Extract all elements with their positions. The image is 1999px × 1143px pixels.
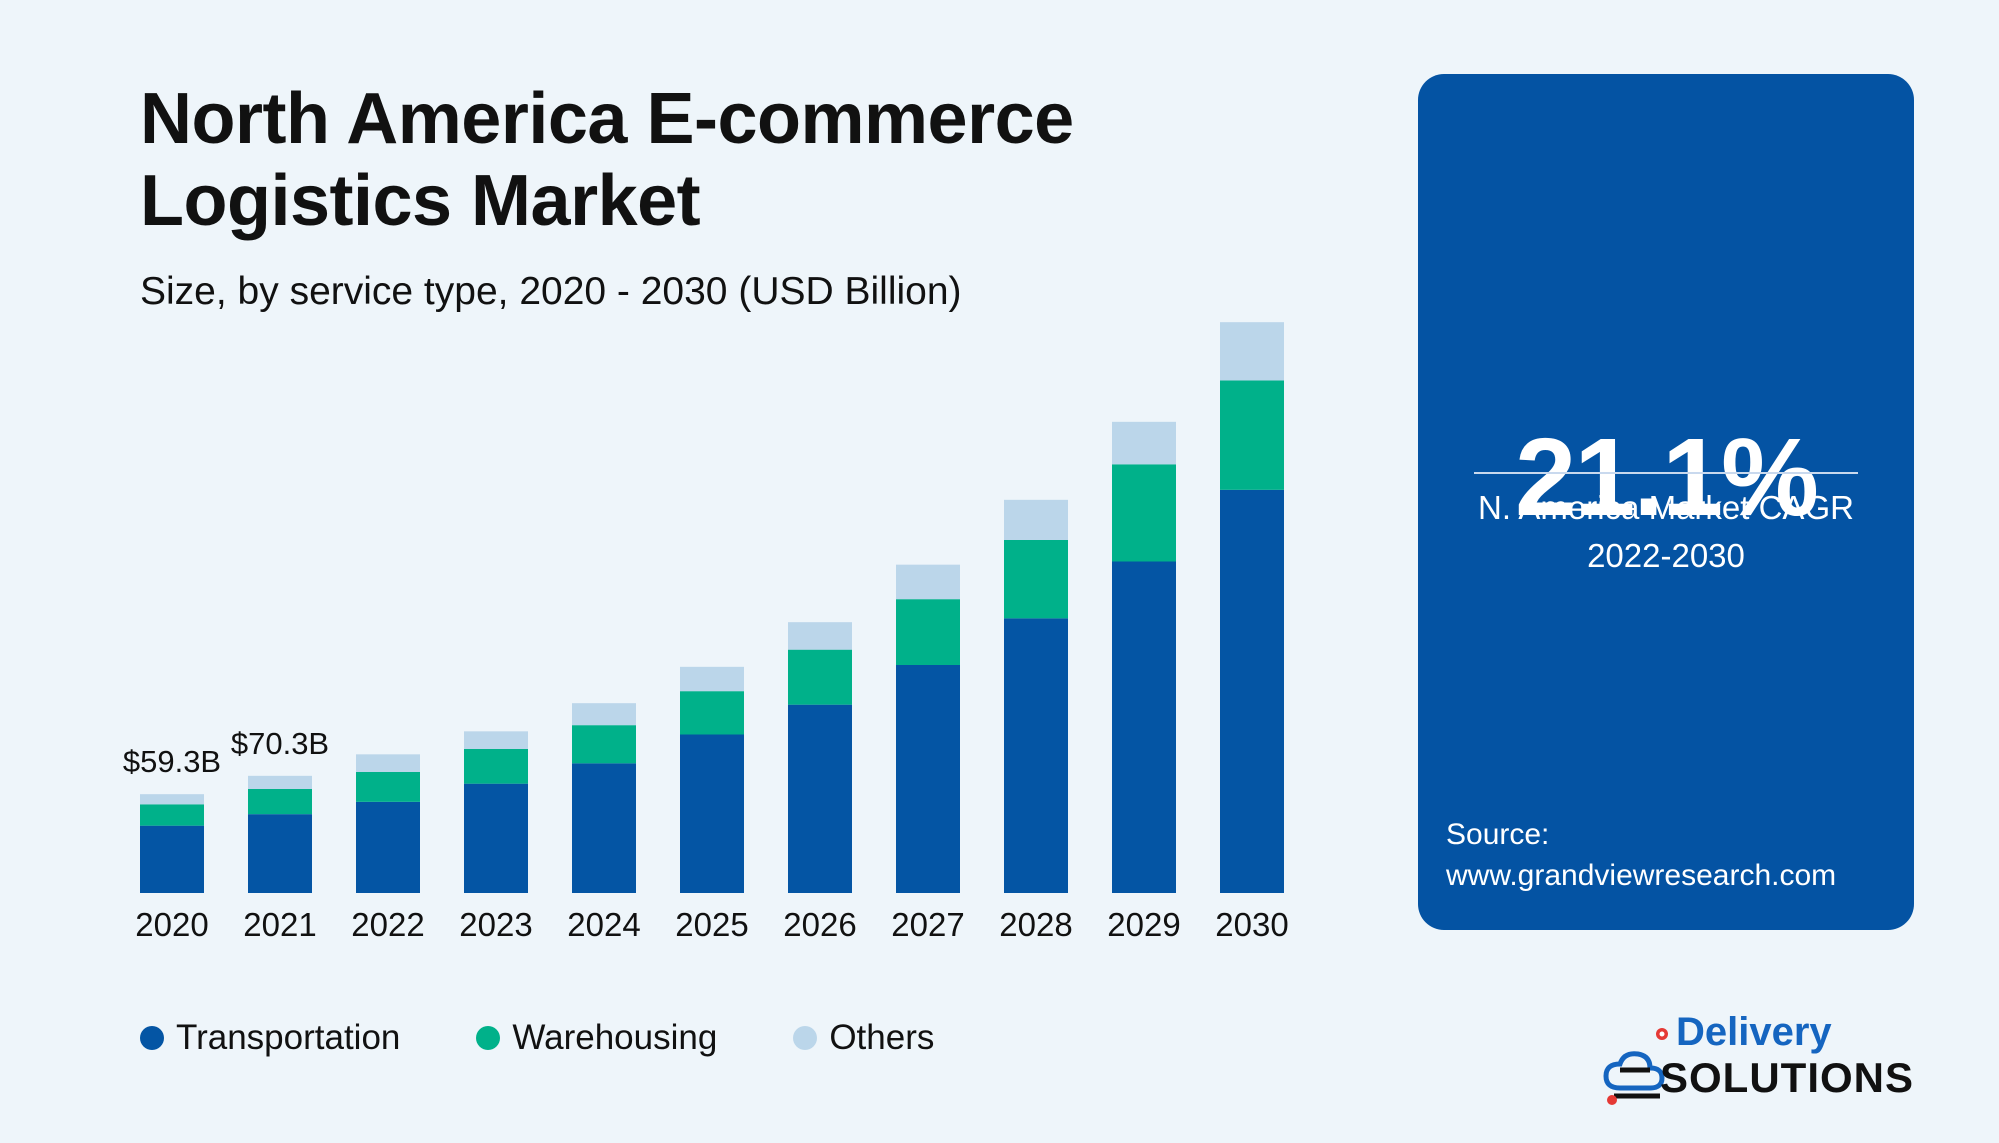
- bar-2021-others: [248, 775, 312, 789]
- bar-2029-others: [1112, 421, 1176, 465]
- bar-2026-transportation: [788, 704, 852, 893]
- x-tick-label-2023: 2023: [459, 906, 532, 943]
- chart-legend: Transportation Warehousing Others: [140, 1018, 934, 1058]
- cagr-card: 21.1% N. America Market CAGR 2022-2030 S…: [1418, 74, 1914, 930]
- cagr-divider: [1474, 472, 1858, 474]
- x-tick-label-2025: 2025: [675, 906, 748, 943]
- legend-item-others: Others: [793, 1018, 934, 1058]
- bar-2022-others: [356, 754, 420, 772]
- bar-2024-others: [572, 703, 636, 726]
- bar-2027-warehousing: [896, 599, 960, 665]
- bar-2023-transportation: [464, 783, 528, 893]
- delivery-solutions-logo: Delivery SOLUTIONS: [1600, 1010, 1913, 1110]
- legend-swatch-warehousing: [476, 1026, 501, 1050]
- bar-2025-others: [680, 666, 744, 692]
- cagr-label: N. America Market CAGR 2022-2030: [1418, 484, 1914, 580]
- chart-title: North America E-commerce Logistics Marke…: [140, 78, 1074, 242]
- legend-label-transportation: Transportation: [176, 1018, 401, 1057]
- bar-2028-warehousing: [1004, 540, 1068, 619]
- bar-2023-others: [464, 731, 528, 749]
- cagr-label-line-2: 2022-2030: [1587, 537, 1745, 574]
- bar-2027-others: [896, 564, 960, 600]
- bar-2023-warehousing: [464, 749, 528, 784]
- bar-2029-transportation: [1112, 561, 1176, 893]
- logo-cloud-icon: [1603, 1028, 1668, 1105]
- data-label-2020: $59.3B: [123, 744, 221, 779]
- cagr-label-line-1: N. America Market CAGR: [1478, 489, 1854, 526]
- logo-text-delivery: Delivery: [1676, 1010, 1832, 1054]
- x-tick-label-2021: 2021: [243, 906, 316, 943]
- bar-2020-transportation: [140, 825, 204, 893]
- legend-label-warehousing: Warehousing: [512, 1018, 718, 1057]
- x-tick-label-2029: 2029: [1107, 906, 1180, 943]
- x-tick-label-2026: 2026: [783, 906, 856, 943]
- bar-2029-warehousing: [1112, 464, 1176, 562]
- bar-2027-transportation: [896, 665, 960, 893]
- legend-label-others: Others: [829, 1018, 935, 1057]
- bar-2026-warehousing: [788, 649, 852, 705]
- x-tick-label-2027: 2027: [891, 906, 964, 943]
- source-url: www.grandviewresearch.com: [1446, 859, 1837, 892]
- bar-2024-transportation: [572, 763, 636, 893]
- legend-item-transportation: Transportation: [140, 1018, 400, 1058]
- bar-2025-transportation: [680, 734, 744, 893]
- source-label: Source:: [1446, 818, 1550, 851]
- data-label-2021: $70.3B: [231, 726, 329, 761]
- bar-2022-warehousing: [356, 772, 420, 802]
- bar-2030-transportation: [1220, 489, 1284, 893]
- cagr-value: 21.1%: [1515, 416, 1819, 539]
- x-tick-label-2028: 2028: [999, 906, 1072, 943]
- bar-2030-warehousing: [1220, 380, 1284, 490]
- chart-title-line-1: North America E-commerce: [140, 79, 1074, 159]
- bar-2026-others: [788, 622, 852, 650]
- bar-2030-others: [1220, 322, 1284, 381]
- bar-2028-transportation: [1004, 618, 1068, 893]
- bar-2021-warehousing: [248, 789, 312, 815]
- bar-2028-others: [1004, 499, 1068, 540]
- bar-2024-warehousing: [572, 725, 636, 764]
- chart-subtitle: Size, by service type, 2020 - 2030 (USD …: [140, 270, 962, 313]
- x-tick-label-2020: 2020: [135, 906, 208, 943]
- source-note: Source: www.grandviewresearch.com: [1446, 814, 1836, 896]
- bar-2025-warehousing: [680, 691, 744, 735]
- logo-text-solutions: SOLUTIONS: [1660, 1054, 1915, 1101]
- stacked-bar-chart: 2020 $59.3B 2021 $70.3B 2022 2023 2024 2025 2026…: [123, 322, 1289, 943]
- x-tick-label-2022: 2022: [351, 906, 424, 943]
- x-tick-label-2030: 2030: [1215, 906, 1288, 943]
- legend-item-warehousing: Warehousing: [476, 1018, 717, 1058]
- chart-title-line-2: Logistics Market: [140, 161, 701, 241]
- bar-2022-transportation: [356, 801, 420, 893]
- bar-2021-transportation: [248, 814, 312, 893]
- bar-2020-warehousing: [140, 804, 204, 826]
- bar-2020-others: [140, 794, 204, 805]
- legend-swatch-others: [793, 1026, 818, 1050]
- legend-swatch-transportation: [140, 1026, 164, 1050]
- x-tick-label-2024: 2024: [567, 906, 640, 943]
